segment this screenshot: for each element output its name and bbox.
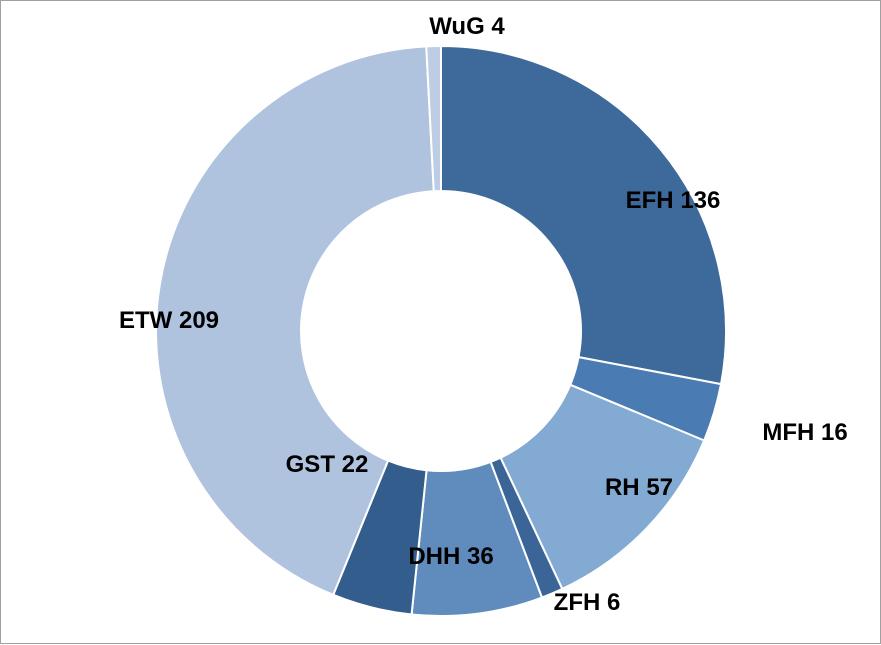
slice-label-value: 209 bbox=[179, 307, 219, 334]
slice-label-key: RH bbox=[605, 474, 640, 501]
slice-label-key: MFH bbox=[762, 419, 814, 446]
slice-label-etw: ETW 209 bbox=[119, 307, 219, 335]
slice-efh bbox=[441, 46, 726, 384]
slice-label-zfh: ZFH 6 bbox=[554, 589, 621, 617]
slice-label-mfh: MFH 16 bbox=[762, 419, 847, 447]
slice-label-key: ETW bbox=[119, 307, 172, 334]
slice-label-value: 22 bbox=[342, 451, 369, 478]
slice-label-wug: WuG 4 bbox=[429, 13, 505, 41]
slice-label-value: 6 bbox=[607, 589, 620, 616]
slice-label-efh: EFH 136 bbox=[626, 187, 721, 215]
slice-label-gst: GST 22 bbox=[286, 451, 369, 479]
slice-label-key: ZFH bbox=[554, 589, 601, 616]
slice-label-value: 136 bbox=[680, 187, 720, 214]
slice-label-rh: RH 57 bbox=[605, 474, 673, 502]
slice-label-key: EFH bbox=[626, 187, 674, 214]
slice-label-key: GST bbox=[286, 451, 335, 478]
chart-frame: EFH 136 MFH 16 RH 57 ZFH 6 DHH 36 GST 22 ETW 2… bbox=[0, 0, 881, 644]
slice-label-value: 16 bbox=[821, 419, 848, 446]
slice-label-value: 36 bbox=[467, 543, 494, 570]
slice-label-value: 4 bbox=[491, 13, 504, 40]
slice-label-key: WuG bbox=[429, 13, 485, 40]
slice-label-value: 57 bbox=[646, 474, 673, 501]
slice-label-key: DHH bbox=[408, 543, 460, 570]
slice-label-dhh: DHH 36 bbox=[408, 543, 493, 571]
